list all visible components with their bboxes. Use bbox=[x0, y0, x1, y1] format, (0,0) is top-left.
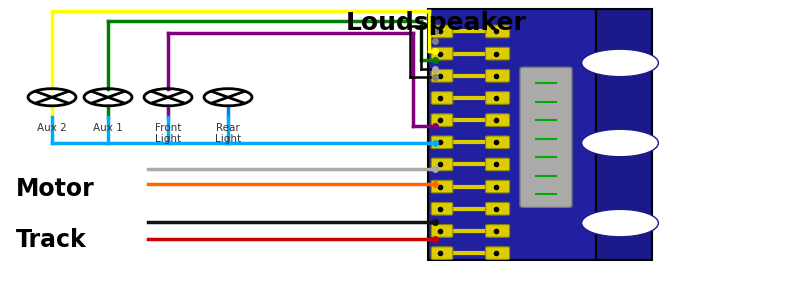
FancyBboxPatch shape bbox=[431, 202, 453, 215]
FancyBboxPatch shape bbox=[486, 180, 510, 193]
FancyBboxPatch shape bbox=[431, 47, 453, 60]
Circle shape bbox=[582, 209, 658, 237]
FancyBboxPatch shape bbox=[486, 136, 510, 149]
Bar bbox=[596, 9, 652, 260]
FancyBboxPatch shape bbox=[486, 202, 510, 215]
FancyBboxPatch shape bbox=[431, 180, 453, 193]
FancyBboxPatch shape bbox=[431, 69, 453, 82]
FancyBboxPatch shape bbox=[431, 92, 453, 104]
FancyBboxPatch shape bbox=[431, 136, 453, 149]
Bar bbox=[428, 9, 596, 260]
FancyBboxPatch shape bbox=[431, 158, 453, 171]
Text: Motor: Motor bbox=[16, 177, 94, 201]
Text: Front
Light: Front Light bbox=[155, 123, 181, 144]
FancyBboxPatch shape bbox=[520, 67, 572, 207]
Text: Aux 2: Aux 2 bbox=[37, 123, 67, 133]
FancyBboxPatch shape bbox=[486, 92, 510, 104]
FancyBboxPatch shape bbox=[431, 25, 453, 38]
FancyBboxPatch shape bbox=[486, 114, 510, 126]
Text: Aux 1: Aux 1 bbox=[93, 123, 123, 133]
FancyBboxPatch shape bbox=[431, 225, 453, 237]
Circle shape bbox=[582, 49, 658, 77]
FancyBboxPatch shape bbox=[486, 158, 510, 171]
FancyBboxPatch shape bbox=[486, 247, 510, 259]
Circle shape bbox=[582, 129, 658, 157]
FancyBboxPatch shape bbox=[486, 25, 510, 38]
Text: Rear
Light: Rear Light bbox=[215, 123, 241, 144]
FancyBboxPatch shape bbox=[431, 114, 453, 126]
Text: Loudspeaker: Loudspeaker bbox=[346, 11, 526, 35]
FancyBboxPatch shape bbox=[486, 47, 510, 60]
FancyBboxPatch shape bbox=[486, 225, 510, 237]
Text: Track: Track bbox=[16, 228, 86, 252]
FancyBboxPatch shape bbox=[486, 69, 510, 82]
FancyBboxPatch shape bbox=[431, 247, 453, 259]
